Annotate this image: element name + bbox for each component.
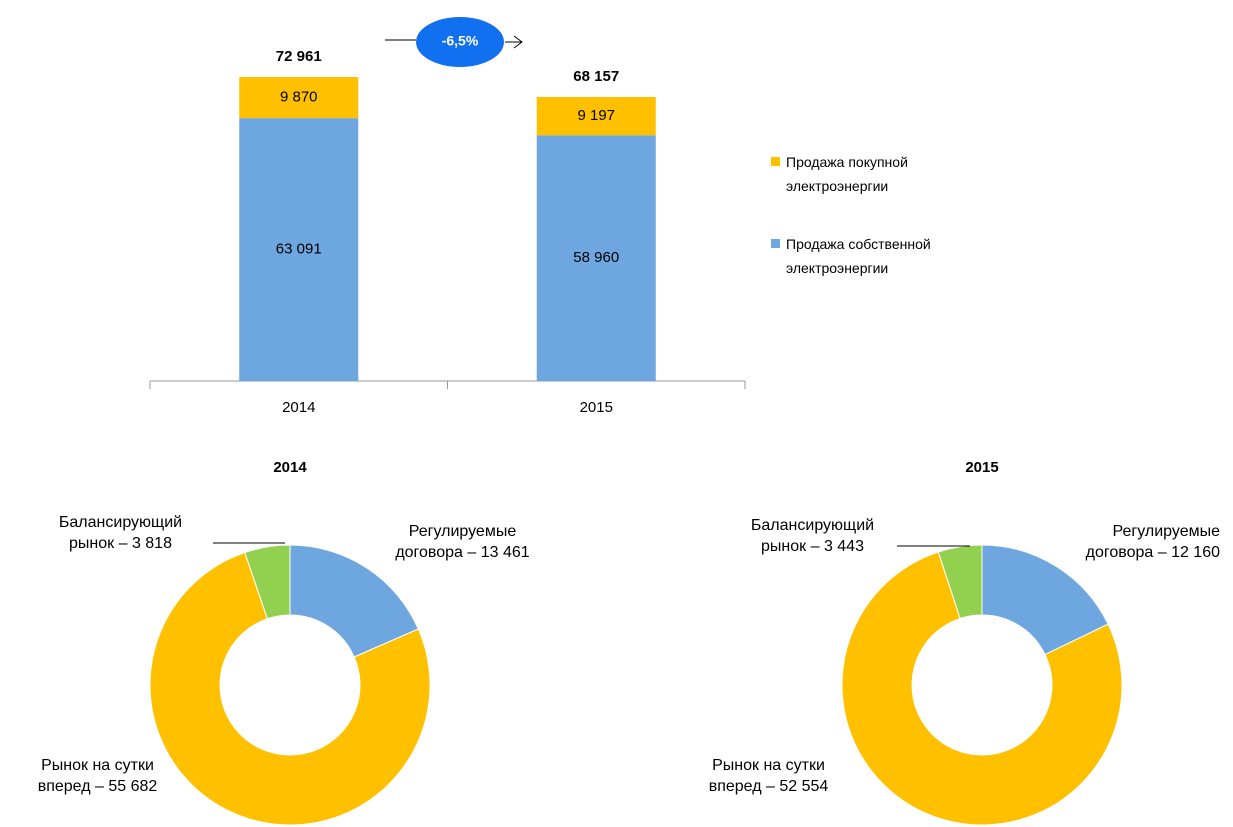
bar-segment <box>536 97 656 136</box>
donut-label: Балансирующий рынок – 3 443 <box>750 517 875 555</box>
bar-segment <box>239 118 359 381</box>
annotation: -6,5% <box>442 33 479 49</box>
donut-title: 2014 <box>273 459 307 476</box>
total-label: 68 157 <box>573 68 619 85</box>
donut-label: Балансирующий рынок – 3 818 <box>58 514 183 552</box>
donut-label: Рынок на сутки вперед – 52 554 <box>708 757 829 795</box>
bar-segment <box>239 77 359 119</box>
legend-label: Продажа собственной электроэнергии <box>786 236 931 276</box>
bar-value-label: 58 960 <box>573 249 619 266</box>
donut-title: 2015 <box>965 459 998 476</box>
donut-label: Регулируемые договора – 12 160 <box>1085 523 1220 561</box>
donut-segment <box>149 551 431 826</box>
donut-segment <box>937 544 983 620</box>
total-label: 72 961 <box>276 48 322 65</box>
bar-value-label: 9 197 <box>577 107 615 124</box>
bar-value-label: 9 870 <box>280 89 318 106</box>
legend-label: Продажа покупной электроэнергии <box>786 154 908 194</box>
bar-segment <box>536 135 656 381</box>
annotation-bubble <box>416 17 504 67</box>
donut-segment <box>841 551 1123 826</box>
arrow-head <box>513 35 523 49</box>
donut-segment <box>289 544 419 658</box>
legend-swatch <box>771 157 780 166</box>
donut-segment <box>244 544 291 620</box>
bar-value-label: 63 091 <box>276 241 322 258</box>
x-tick-label: 2014 <box>282 399 315 416</box>
donut-label: Регулируемые договора – 13 461 <box>395 523 530 561</box>
donut-label: Рынок на сутки вперед – 55 682 <box>37 757 158 795</box>
legend-swatch <box>771 239 780 248</box>
x-tick-label: 2015 <box>580 399 613 416</box>
